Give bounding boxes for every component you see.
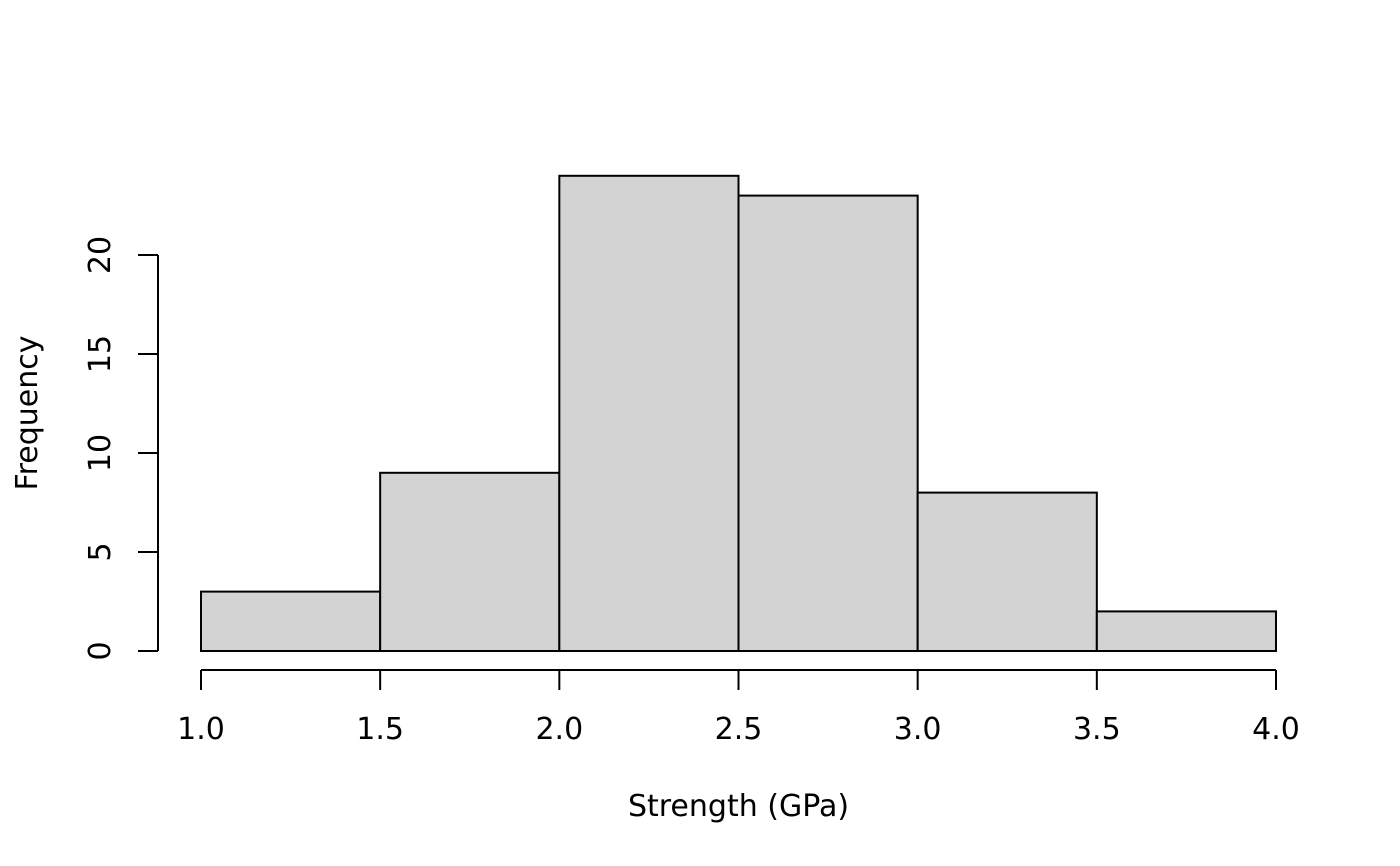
x-tick-label-3: 2.5 [715,712,763,747]
histogram-bar-5 [1095,610,1278,653]
x-tick-label-6: 4.0 [1252,712,1300,747]
x-axis-label: Strength (GPa) [628,789,849,824]
x-tick-label-1: 1.5 [356,712,404,747]
histogram-bar-2 [558,174,740,653]
y-tick-label-0: 0 [83,641,118,660]
y-tick-label-3: 15 [83,335,118,373]
y-axis-label: Frequency [10,336,45,491]
histogram-bar-4 [916,491,1098,652]
y-axis: 0 5 10 15 20 [83,236,159,661]
histogram-bar-0 [200,590,382,652]
histogram-bar-3 [737,194,919,652]
x-tick-label-5: 3.5 [1073,712,1121,747]
x-axis: 1.0 1.5 2.0 2.5 3.0 3.5 4.0 [177,669,1300,747]
histogram-bar-1 [379,471,561,652]
y-tick-label-2: 10 [83,434,118,472]
y-tick-label-4: 20 [83,236,118,274]
x-tick-label-0: 1.0 [177,712,225,747]
x-tick-label-4: 3.0 [894,712,942,747]
x-tick-label-2: 2.0 [535,712,583,747]
bars-group [200,174,1278,653]
y-tick-label-1: 5 [83,542,118,561]
